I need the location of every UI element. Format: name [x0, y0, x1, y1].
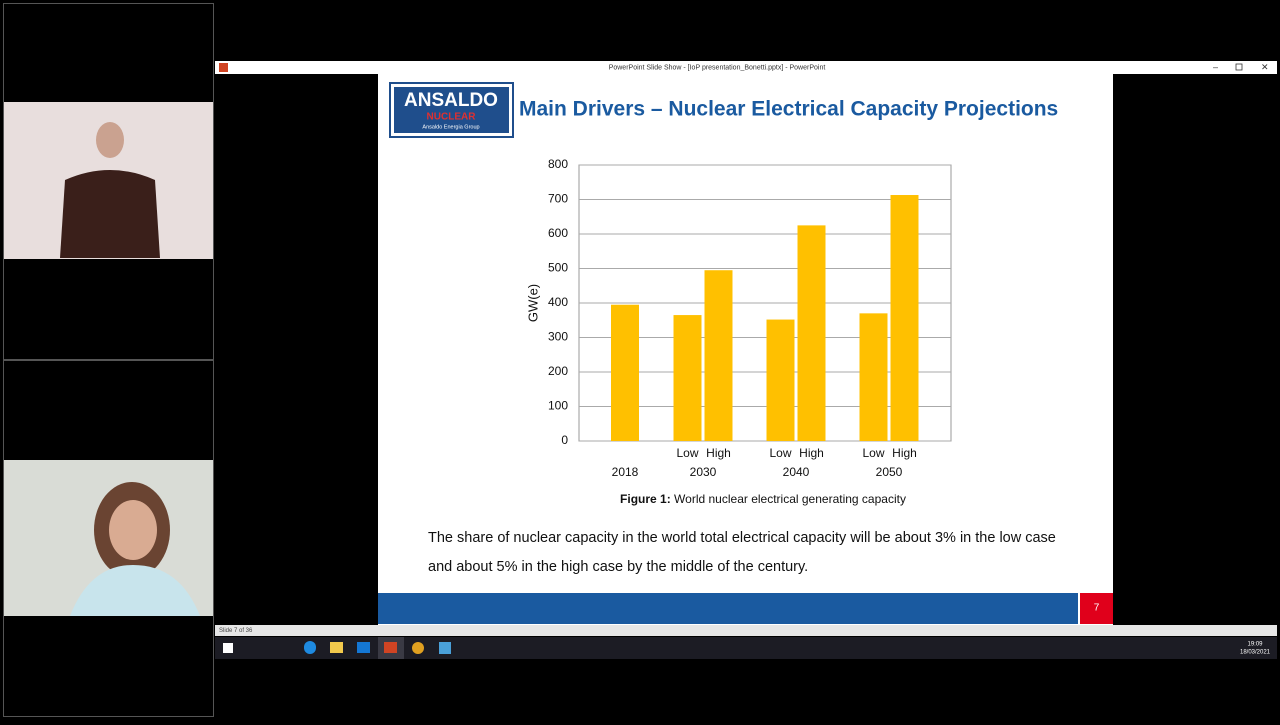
bar [611, 304, 639, 441]
person [70, 565, 200, 616]
x-tick-label: Low [862, 446, 884, 460]
x-tick-label: Low [676, 446, 698, 460]
chart: 0 100 200 300 400 500 600 700 800 GW(e) 2018 2030 Lo… [525, 157, 952, 479]
y-tick-label: 500 [548, 261, 568, 275]
person [96, 122, 124, 158]
x-group-label: 2050 [876, 465, 903, 479]
x-group-label: 2018 [612, 465, 639, 479]
x-tick-label: High [892, 446, 917, 460]
start-button[interactable] [223, 643, 233, 653]
x-tick-label: High [706, 446, 731, 460]
taskbar [215, 637, 1277, 659]
window-title: PowerPoint Slide Show - [IoP presentatio… [609, 64, 826, 71]
logo-sub: NUCLEAR [427, 112, 477, 123]
body-text: The share of nuclear capacity in the wor… [428, 530, 1056, 546]
status-bar [215, 625, 1277, 636]
taskbar-icon[interactable] [330, 642, 343, 653]
y-tick-label: 0 [561, 433, 568, 447]
caption-label: Figure 1: [620, 492, 671, 506]
minimize-button[interactable]: – [1213, 62, 1218, 72]
clock-date: 18/03/2021 [1240, 650, 1271, 656]
y-tick-label: 200 [548, 364, 568, 378]
video-frame [3, 3, 214, 360]
bar [704, 270, 733, 441]
bar [766, 319, 795, 441]
bar [890, 195, 919, 441]
logo-group: Ansaldo Energia Group [422, 124, 479, 130]
caption: Figure 1: World nuclear electrical gener… [620, 492, 906, 506]
y-tick-label: 600 [548, 226, 568, 240]
restore-button[interactable] [1235, 63, 1243, 71]
slide-number: 7 [1094, 603, 1100, 614]
status-text: Slide 7 of 36 [219, 628, 253, 634]
slide-title: Main Drivers – Nuclear Electrical Capaci… [519, 98, 1058, 121]
close-button[interactable]: ✕ [1261, 62, 1269, 72]
person [60, 170, 160, 258]
title-bar [215, 61, 1277, 74]
y-tick-label: 400 [548, 295, 568, 309]
y-tick-label: 700 [548, 192, 568, 206]
footer-bar [378, 593, 1078, 624]
clock-time: 19:09 [1247, 642, 1263, 648]
caption-text: World nuclear electrical generating capa… [674, 492, 906, 506]
logo-name: ANSALDO [404, 90, 498, 111]
taskbar-icon[interactable] [412, 642, 424, 654]
y-tick-label: 300 [548, 330, 568, 344]
video-frame [3, 360, 214, 717]
number-box [1080, 593, 1113, 624]
body-text: and about 5% in the high case by the mid… [428, 559, 808, 575]
bar [673, 315, 702, 441]
y-tick-label: 100 [548, 399, 568, 413]
logo [394, 87, 509, 133]
taskbar-icon[interactable] [304, 641, 316, 654]
taskbar-icon[interactable] [384, 642, 397, 653]
taskbar-icon[interactable] [357, 642, 370, 653]
bar [797, 225, 826, 441]
y-tick-label: 800 [548, 157, 568, 171]
x-tick-label: High [799, 446, 824, 460]
person [109, 500, 157, 560]
y-axis-label: GW(e) [525, 284, 540, 322]
x-group-label: 2030 [690, 465, 717, 479]
taskbar-icon[interactable] [439, 642, 451, 654]
x-group-label: 2040 [783, 465, 810, 479]
x-tick-label: Low [769, 446, 791, 460]
bar [859, 313, 888, 441]
app-icon [219, 63, 228, 72]
